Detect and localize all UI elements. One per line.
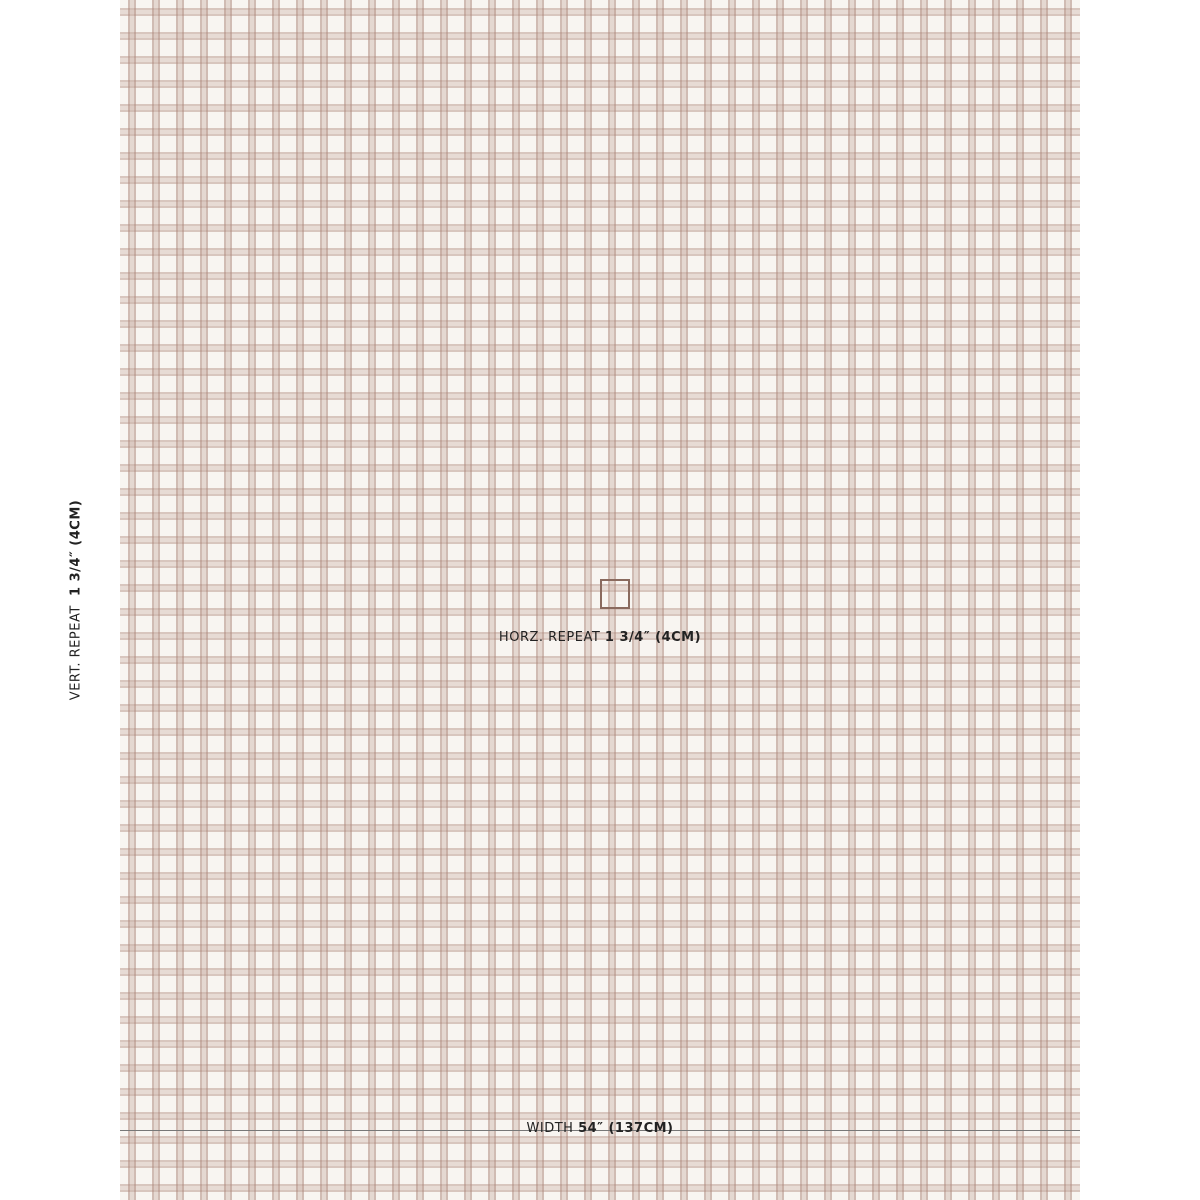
horizontal-repeat: HORZ. REPEAT 1 3/4″ (4CM) bbox=[499, 630, 701, 645]
repeat-box bbox=[600, 579, 630, 609]
width: WIDTH 54″ (137CM) bbox=[521, 1121, 680, 1136]
value: 1 3/4″ (4CM) bbox=[604, 630, 702, 645]
width-line bbox=[120, 1130, 1080, 1131]
label: WIDTH bbox=[526, 1121, 574, 1136]
label: VERT. REPEAT bbox=[68, 605, 84, 701]
value: 1 3/4″ (4CM) bbox=[68, 499, 84, 596]
label: HORZ. REPEAT bbox=[498, 630, 601, 645]
value: 54″ (137CM) bbox=[578, 1121, 674, 1136]
vertical-repeat: VERT. REPEAT 1 3/4″ (4CM) bbox=[69, 500, 84, 700]
